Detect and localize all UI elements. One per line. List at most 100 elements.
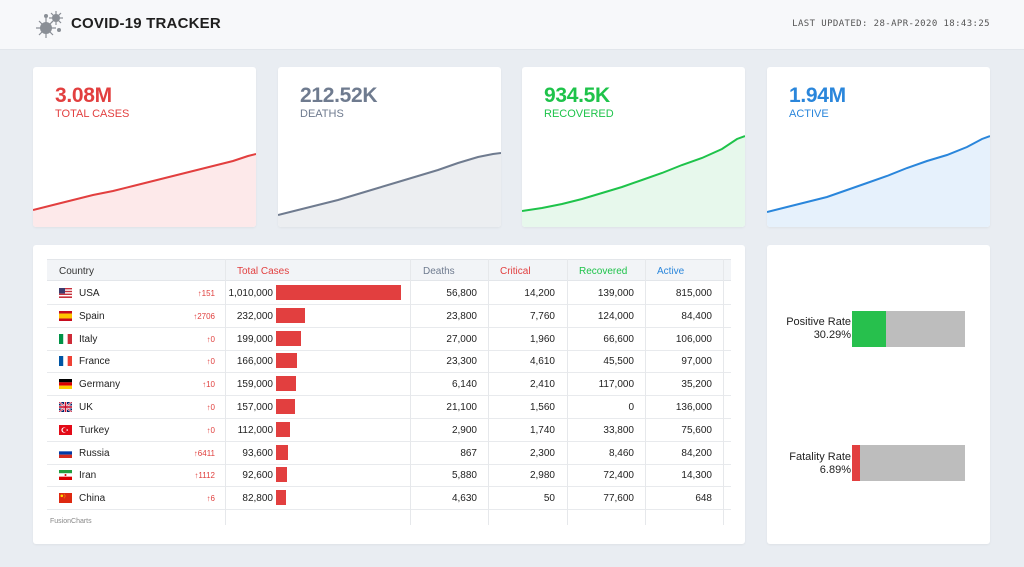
fatality-rate-fill: [852, 445, 860, 481]
table-row[interactable]: Germany ↑10 159,000 6,140 2,410 117,000 35,200: [47, 373, 731, 397]
country-name: Iran: [79, 470, 97, 482]
column-divider: [723, 259, 724, 525]
header-critical[interactable]: Critical: [500, 266, 531, 277]
total-cases-value: 199,000: [236, 333, 273, 345]
critical-value: 2,300: [529, 447, 555, 459]
recovered-value: 117,000: [598, 379, 634, 391]
stat-label: TOTAL CASES: [55, 108, 130, 120]
stat-card-total-cases[interactable]: 3.08M TOTAL CASES: [33, 67, 256, 227]
positive-rate-fill: [852, 311, 887, 347]
new-cases-delta: ↑151: [197, 289, 215, 298]
deaths-value: 5,880: [451, 470, 477, 482]
deaths-value: 23,800: [446, 310, 477, 322]
recovered-value: 33,800: [603, 424, 634, 436]
france-flag-icon: [59, 356, 72, 367]
table-row[interactable]: Italy ↑0 199,000 27,000 1,960 66,600 106,000: [47, 328, 731, 351]
italy-flag-icon: [59, 333, 72, 344]
critical-value: 1,560: [529, 402, 555, 413]
sparkline-line: [522, 135, 745, 212]
table-row[interactable]: Turkey ↑0 112,000 2,900 1,740 33,800 75,600: [47, 419, 731, 442]
recovered-value: 0: [628, 402, 634, 413]
sparkline-area: [522, 136, 745, 227]
country-name: France: [79, 356, 111, 368]
positive-rate-label: Positive Rate 30.29%: [786, 316, 851, 342]
new-cases-delta: ↑0: [206, 334, 215, 344]
total-cases-bar: [276, 490, 286, 506]
active-value: 75,600: [681, 424, 712, 436]
critical-value: 1,740: [529, 424, 555, 436]
us-flag-icon: [59, 288, 72, 298]
country-table: Country Total Cases Deaths Critical Reco…: [47, 259, 731, 525]
china-flag-icon: [59, 493, 72, 504]
table-row[interactable]: Russia ↑6411 93,600 867 2,300 8,460 84,200: [47, 442, 731, 465]
stat-card-deaths[interactable]: 212.52K DEATHS: [278, 67, 501, 227]
sparkline-line: [33, 153, 256, 211]
total-cases-value: 93,600: [242, 447, 273, 459]
stat-card-active[interactable]: 1.94M ACTIVE: [767, 67, 990, 227]
header-country[interactable]: Country: [59, 266, 95, 277]
turkey-flag-icon: [59, 424, 72, 435]
total-cases-bar: [276, 330, 301, 346]
sparkline-area: [278, 153, 501, 227]
iran-flag-icon: [59, 470, 72, 481]
active-value: 14,300: [681, 470, 712, 482]
deaths-value: 6,140: [451, 379, 477, 391]
deaths-value: 2,900: [451, 424, 477, 436]
recovered-value: 124,000: [597, 310, 634, 322]
table-row[interactable]: China ↑6 82,800 4,630 50 77,600 648: [47, 487, 731, 511]
column-divider: [567, 259, 568, 525]
fatality-rate-value: 6.89%: [819, 464, 851, 476]
total-cases-bar: [276, 285, 401, 300]
recovered-value: 8,460: [608, 447, 634, 459]
recovered-sparkline: [522, 135, 745, 227]
sparkline-line: [278, 152, 501, 216]
new-cases-delta: ↑0: [206, 425, 215, 435]
table-row[interactable]: France ↑0 166,000 23,300 4,610 45,500 97,000: [47, 350, 731, 374]
header-recovered[interactable]: Recovered: [579, 266, 628, 277]
critical-value: 7,760: [529, 310, 555, 322]
sparkline-area: [767, 136, 990, 227]
column-divider: [410, 259, 411, 525]
table-row[interactable]: Spain ↑2706 232,000 23,800 7,760 124,000 84,40…: [47, 305, 731, 328]
active-value: 106,000: [675, 333, 712, 345]
header-deaths[interactable]: Deaths: [423, 266, 455, 277]
table-row[interactable]: USA ↑151 1,010,000 56,800 14,200 139,000 815,0…: [47, 282, 731, 305]
country-name: Turkey: [79, 424, 110, 436]
deaths-value: 23,300: [446, 356, 477, 368]
active-value: 35,200: [681, 379, 712, 391]
country-name: China: [79, 493, 106, 505]
stat-card-recovered[interactable]: 934.5K RECOVERED: [522, 67, 745, 227]
total-cases-bar: [276, 444, 288, 460]
active-value: 84,200: [681, 447, 712, 459]
new-cases-delta: ↑6411: [193, 448, 215, 458]
total-cases-bar: [276, 353, 297, 369]
total-cases-sparkline: [33, 153, 256, 227]
table-row[interactable]: Iran ↑1112 92,600 5,880 2,980 72,400 14,300: [47, 464, 731, 488]
country-name: UK: [79, 402, 93, 413]
uk-flag-icon: [59, 402, 72, 412]
new-cases-delta: ↑2706: [193, 311, 215, 321]
deaths-value: 27,000: [446, 333, 477, 345]
total-cases-value: 82,800: [242, 493, 273, 505]
spain-flag-icon: [59, 310, 72, 321]
positive-rate-name: Positive Rate: [786, 316, 851, 328]
fatality-rate-name: Fatality Rate: [789, 451, 851, 463]
critical-value: 50: [543, 493, 555, 505]
header-total-cases[interactable]: Total Cases: [237, 266, 290, 277]
active-sparkline: [767, 135, 990, 227]
recovered-value: 66,600: [603, 333, 634, 345]
deaths-value: 4,630: [451, 493, 477, 505]
new-cases-delta: ↑0: [206, 357, 215, 367]
total-cases-value: 92,600: [242, 470, 273, 482]
new-cases-delta: ↑1112: [194, 471, 215, 481]
critical-value: 2,410: [529, 379, 555, 391]
table-row[interactable]: UK ↑0 157,000 21,100 1,560 0 136,000: [47, 396, 731, 419]
total-cases-value: 1,010,000: [228, 288, 274, 299]
recovered-value: 45,500: [603, 356, 634, 368]
country-name: Russia: [79, 447, 110, 459]
critical-value: 2,980: [529, 470, 555, 482]
country-name: Italy: [79, 333, 98, 345]
active-value: 136,000: [675, 402, 712, 413]
deaths-sparkline: [278, 152, 501, 227]
header-active[interactable]: Active: [657, 266, 685, 277]
